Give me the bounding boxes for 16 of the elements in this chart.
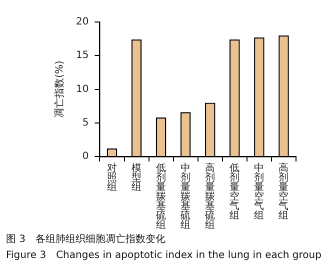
- x-tick-label: 模型组: [132, 162, 142, 193]
- x-tick-label: 高剂量羰基硫组: [205, 162, 216, 231]
- x-tick-label: 低剂量空气组: [230, 162, 240, 222]
- y-tick-label: 5: [82, 117, 89, 128]
- x-tick-label: 对照组: [106, 162, 117, 193]
- y-axis-title: 凋亡指数(%): [54, 60, 66, 118]
- x-tick-label: 高剂量空气组: [278, 162, 289, 222]
- y-tick-label: 15: [76, 50, 89, 62]
- caption: Figure 3 Changes in apoptotic index in the lung in each group: [6, 249, 322, 263]
- y-tick-label: 20: [76, 16, 89, 28]
- x-tick-label: 中剂量羰基硫组: [180, 162, 191, 231]
- y-tick-label: 0: [82, 151, 89, 162]
- x-tick-label: 低剂量羰基硫组: [156, 162, 166, 231]
- y-tick-label: 10: [76, 84, 89, 95]
- x-tick-label: 中剂量空气组: [254, 162, 264, 222]
- caption: 图 3 各组肺组织细胞凋亡指数变化: [6, 232, 167, 247]
